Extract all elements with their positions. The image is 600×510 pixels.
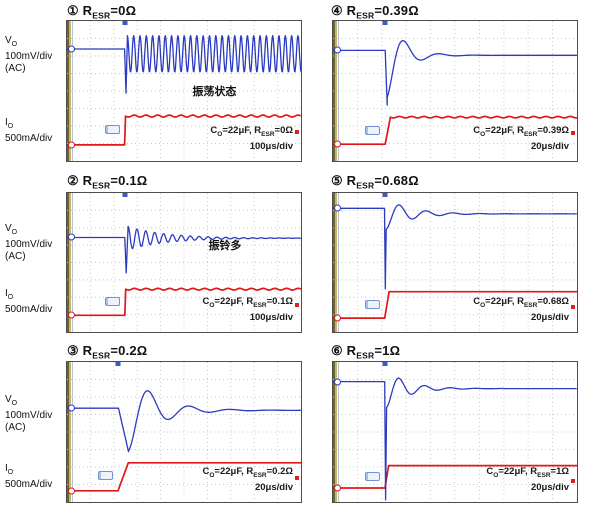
bus-label-icon	[365, 125, 381, 135]
panel-6-title: ⑥ RESR=1Ω	[331, 343, 401, 361]
oscilloscope-panel-3: CO=22μF, RESR=0.2Ω 20μs/div	[66, 361, 302, 503]
trigger-level-marker-icon	[295, 476, 299, 481]
graticule-edge-band	[67, 21, 71, 161]
scope-caption: CO=22μF, RESR=0Ω 100μs/div	[210, 125, 293, 152]
waveform-plot	[67, 193, 301, 332]
waveform-plot	[67, 21, 301, 161]
graticule-edge-band	[67, 362, 71, 502]
io-axis-label: IO 500mA/div	[5, 462, 53, 490]
oscilloscope-panel-2: 振铃多 CO=22μF, RESR=0.1Ω 100μs/div	[66, 192, 302, 333]
trigger-level-marker-icon	[571, 131, 575, 135]
bus-label-icon	[364, 471, 380, 481]
waveform-plot	[333, 193, 577, 332]
io-channel-marker-icon	[68, 141, 75, 149]
io-channel-marker-icon	[334, 314, 341, 322]
trigger-position-icon	[122, 193, 128, 197]
io-channel-marker-icon	[334, 484, 341, 492]
waveform-plot	[333, 362, 577, 502]
bus-label-icon	[98, 471, 114, 481]
trigger-level-marker-icon	[571, 479, 575, 483]
ringing-annotation: 振铃多	[208, 240, 242, 253]
scope-caption: CO=22μF, RESR=0.1Ω 100μs/div	[202, 296, 293, 323]
oscilloscope-panel-6: CO=22μF, RESR=1Ω 20μs/div	[332, 361, 578, 503]
scope-caption: CO=22μF, RESR=0.68Ω 20μs/div	[473, 296, 569, 323]
graticule-edge-band	[333, 21, 337, 161]
left-reference-line	[72, 193, 73, 332]
trigger-position-icon	[382, 362, 388, 366]
trigger-position-icon	[382, 21, 388, 25]
oscilloscope-panel-4: CO=22μF, RESR=0.39Ω 20μs/div	[332, 20, 578, 162]
scope-caption: CO=22μF, RESR=0.2Ω 20μs/div	[202, 466, 293, 493]
panel-2-title: ② RESR=0.1Ω	[67, 173, 148, 191]
scope-caption: CO=22μF, RESR=1Ω 20μs/div	[486, 466, 569, 493]
bus-label-icon	[364, 299, 380, 309]
vo-channel-marker-icon	[68, 45, 75, 53]
oscilloscope-panel-1: 振荡状态 CO=22μF, RESR=0Ω 100μs/div	[66, 20, 302, 162]
graticule-edge-band	[333, 362, 337, 502]
vo-axis-label: VO 100mV/div (AC)	[5, 223, 53, 263]
waveform-plot	[67, 362, 301, 502]
vo-channel-marker-icon	[334, 204, 341, 212]
left-reference-line	[72, 362, 73, 502]
io-channel-marker-icon	[68, 487, 75, 495]
trigger-position-icon	[115, 362, 121, 366]
io-axis-label: IO 500mA/div	[5, 288, 53, 316]
io-channel-marker-icon	[68, 311, 75, 319]
bus-label-icon	[104, 297, 120, 307]
panel-5-title: ⑤ RESR=0.68Ω	[331, 173, 419, 191]
vo-channel-marker-icon	[334, 46, 341, 54]
bus-label-icon	[104, 125, 120, 135]
left-reference-line	[338, 362, 339, 502]
vo-channel-marker-icon	[334, 378, 341, 386]
graticule-edge-band	[67, 193, 71, 332]
vo-axis-label: VO 100mV/div (AC)	[5, 35, 53, 74]
trigger-level-marker-icon	[295, 302, 299, 307]
graticule-edge-band	[333, 193, 337, 332]
vo-channel-marker-icon	[68, 404, 75, 412]
panel-4-title: ④ RESR=0.39Ω	[331, 3, 419, 21]
left-reference-line	[338, 21, 339, 161]
panel-1-title: ① RESR=0Ω	[67, 3, 137, 21]
io-axis-label: IO 500mA/div	[5, 116, 53, 144]
left-reference-line	[338, 193, 339, 332]
trigger-level-marker-icon	[295, 130, 299, 135]
panel-3-title: ③ RESR=0.2Ω	[67, 343, 148, 361]
io-channel-marker-icon	[334, 140, 341, 148]
trigger-position-icon	[122, 21, 128, 25]
scope-caption: CO=22μF, RESR=0.39Ω 20μs/div	[473, 125, 569, 152]
trigger-level-marker-icon	[571, 304, 575, 309]
oscillation-annotation: 振荡状态	[192, 86, 237, 98]
oscilloscope-panel-5: CO=22μF, RESR=0.68Ω 20μs/div	[332, 192, 578, 333]
vo-axis-label: VO 100mV/div (AC)	[5, 394, 53, 434]
vo-channel-marker-icon	[68, 233, 75, 241]
left-reference-line	[72, 21, 73, 161]
trigger-position-icon	[382, 193, 388, 197]
